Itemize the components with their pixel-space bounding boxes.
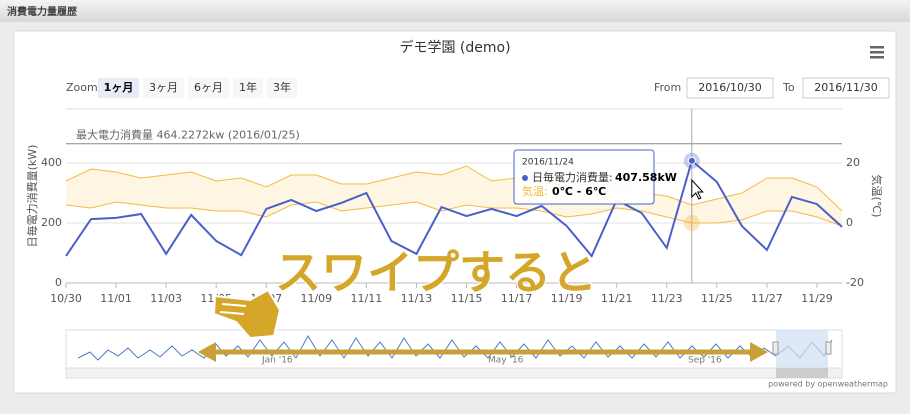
x-tick-label: 11/21 [601, 292, 633, 305]
zoom-button[interactable] [143, 78, 184, 98]
from-label: From [654, 81, 681, 94]
x-tick-label: 11/23 [651, 292, 683, 305]
menu-button[interactable] [870, 46, 884, 59]
tooltip-date: 2016/11/24 [522, 158, 574, 168]
cursor [691, 178, 704, 200]
y2-tick-label: 0 [846, 216, 853, 229]
x-tick-label: 11/25 [701, 292, 733, 305]
y-axis-title: 日毎電力消費量(kW) [25, 145, 39, 248]
temperature-high-line [65, 165, 843, 212]
x-tick-label: 10/30 [50, 292, 82, 305]
temperature-low-line [65, 201, 843, 227]
y2-axis-title: 気温(℃) [870, 175, 884, 218]
navigator[interactable] [65, 329, 843, 379]
zoom-button-label[interactable]: 6ヶ月 [194, 81, 223, 94]
y-tick-label: 400 [41, 156, 62, 169]
x-tick-label: 11/11 [351, 292, 383, 305]
overlay-text: スワイプすると [275, 246, 597, 300]
y-tick-label: 0 [55, 276, 62, 289]
y2-tick-label: -20 [846, 276, 864, 289]
credits: powered by openweathermap [768, 380, 888, 389]
x-tick-label: 11/03 [150, 292, 182, 305]
swipe-arrow [198, 342, 768, 362]
zoom-button[interactable] [98, 78, 139, 98]
hand-icon [212, 288, 282, 340]
x-tick-label: 11/17 [501, 292, 533, 305]
zoom-button[interactable] [233, 78, 263, 98]
zoom-button-label[interactable]: 1ヶ月 [104, 81, 134, 94]
hover-point [687, 156, 696, 165]
tooltip-temp: 0℃ - 6℃ [552, 185, 606, 198]
x-tick-label: 11/27 [751, 292, 783, 305]
navigator-label: Jan '16 [261, 356, 293, 366]
x-tick-label: 11/01 [100, 292, 132, 305]
x-tick-label: 11/13 [401, 292, 433, 305]
temperature-band [66, 166, 842, 226]
zoom-label: Zoom [66, 81, 98, 94]
tooltip-box [513, 149, 655, 205]
tooltip-label: 日毎電力消費量: [532, 170, 613, 184]
y-tick-label: 200 [41, 216, 62, 229]
zoom-button[interactable] [267, 78, 297, 98]
from-input[interactable] [686, 77, 774, 99]
from-value[interactable]: 2016/10/30 [698, 81, 761, 94]
zoom-button-label[interactable]: 3ヶ月 [149, 81, 178, 94]
navigator-label: Sep '16 [688, 356, 722, 366]
power-line [65, 158, 843, 258]
header-title: 消費電力量履歴 [7, 5, 77, 18]
x-tick-label: 11/09 [300, 292, 332, 305]
y2-tick-label: 20 [846, 156, 860, 169]
chart-title: デモ学園 (demo) [399, 39, 510, 56]
x-tick-label: 11/19 [551, 292, 583, 305]
hover-halo [683, 215, 700, 231]
zoom-button[interactable] [188, 78, 229, 98]
tooltip-value: 407.58kW [615, 171, 677, 184]
zoom-button-label[interactable]: 1年 [239, 80, 257, 94]
to-label: To [782, 81, 795, 94]
plot-line-label: 最大電力消費量 464.2272kw (2016/01/25) [76, 128, 300, 142]
header-bar [0, 0, 910, 22]
x-tick-label: 11/15 [451, 292, 483, 305]
tooltip-marker [522, 175, 528, 181]
to-value[interactable]: 2016/11/30 [814, 81, 877, 94]
to-input[interactable] [802, 77, 890, 99]
tooltip-temp-label: 気温: [522, 184, 548, 198]
x-tick-label: 11/29 [801, 292, 833, 305]
zoom-button-label[interactable]: 3年 [273, 80, 291, 94]
navigator-label: May '16 [488, 356, 524, 366]
